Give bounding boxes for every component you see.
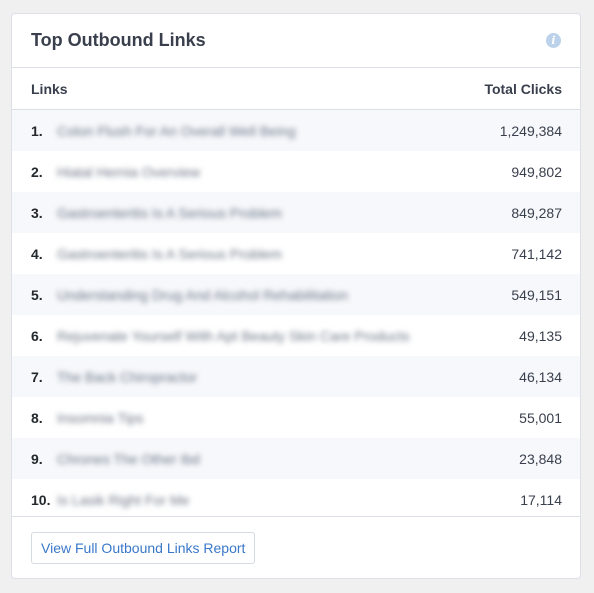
row-rank: 9. bbox=[31, 450, 43, 467]
row-rank: 5. bbox=[31, 286, 43, 303]
table-row: 3. Gastroenteritis Is A Serious Problem 84… bbox=[12, 192, 580, 233]
links-column-header: Links bbox=[31, 80, 68, 97]
view-full-report-button[interactable]: View Full Outbound Links Report bbox=[31, 531, 256, 564]
row-total-clicks: 17,114 bbox=[520, 491, 562, 508]
row-total-clicks: 949,802 bbox=[511, 163, 562, 180]
row-total-clicks: 849,287 bbox=[511, 204, 562, 221]
row-total-clicks: 23,848 bbox=[519, 450, 562, 467]
outbound-link[interactable]: Understanding Drug And Alcohol Rehabilit… bbox=[57, 286, 349, 303]
outbound-link[interactable]: Rejuvenate Yourself With Apt Beauty Skin… bbox=[57, 327, 410, 344]
row-total-clicks: 46,134 bbox=[519, 368, 562, 385]
widget-header: Top Outbound Links i bbox=[12, 14, 580, 68]
table-row: 8. Insomnia Tips 55,001 bbox=[12, 397, 580, 438]
row-rank: 4. bbox=[31, 245, 43, 262]
top-outbound-links-widget: Top Outbound Links i Links Total Clicks … bbox=[11, 13, 581, 579]
info-icon[interactable]: i bbox=[546, 33, 561, 48]
outbound-link[interactable]: Is Lasik Right For Me bbox=[57, 491, 190, 508]
row-total-clicks: 1,249,384 bbox=[499, 122, 562, 139]
row-total-clicks: 549,151 bbox=[511, 286, 562, 303]
widget-footer: View Full Outbound Links Report bbox=[12, 516, 580, 578]
outbound-link[interactable]: Chrones The Other Ibd bbox=[57, 450, 200, 467]
outbound-link[interactable]: Gastroenteritis Is A Serious Problem bbox=[57, 245, 282, 262]
row-rank: 7. bbox=[31, 368, 43, 385]
table-row: 2. Hiatal Hernia Overview 949,802 bbox=[12, 151, 580, 192]
table-row: 9. Chrones The Other Ibd 23,848 bbox=[12, 438, 580, 479]
row-rank: 3. bbox=[31, 204, 43, 221]
table-header: Links Total Clicks bbox=[12, 68, 580, 110]
row-total-clicks: 55,001 bbox=[519, 409, 562, 426]
table-row: 10. Is Lasik Right For Me 17,114 bbox=[12, 479, 580, 520]
row-total-clicks: 49,135 bbox=[519, 327, 562, 344]
row-rank: 1. bbox=[31, 122, 43, 139]
table-row: 1. Colon Flush For An Overall Well Being 1… bbox=[12, 110, 580, 151]
outbound-link[interactable]: Hiatal Hernia Overview bbox=[57, 163, 201, 180]
table-row: 4. Gastroenteritis Is A Serious Problem 74… bbox=[12, 233, 580, 274]
table-row: 6. Rejuvenate Yourself With Apt Beauty Sk… bbox=[12, 315, 580, 356]
row-rank: 2. bbox=[31, 163, 43, 180]
row-total-clicks: 741,142 bbox=[511, 245, 562, 262]
row-rank: 10. bbox=[31, 491, 51, 508]
outbound-link[interactable]: Insomnia Tips bbox=[57, 409, 144, 426]
row-rank: 8. bbox=[31, 409, 43, 426]
table-row: 7. The Back Chiropractor 46,134 bbox=[12, 356, 580, 397]
row-rank: 6. bbox=[31, 327, 43, 344]
outbound-link[interactable]: Colon Flush For An Overall Well Being bbox=[57, 122, 296, 139]
table-row: 5. Understanding Drug And Alcohol Rehabil… bbox=[12, 274, 580, 315]
total-clicks-column-header: Total Clicks bbox=[484, 80, 562, 97]
outbound-link[interactable]: Gastroenteritis Is A Serious Problem bbox=[57, 204, 282, 221]
links-table-body: 1. Colon Flush For An Overall Well Being 1… bbox=[12, 110, 580, 520]
outbound-link[interactable]: The Back Chiropractor bbox=[57, 368, 198, 385]
widget-title: Top Outbound Links bbox=[31, 30, 206, 50]
